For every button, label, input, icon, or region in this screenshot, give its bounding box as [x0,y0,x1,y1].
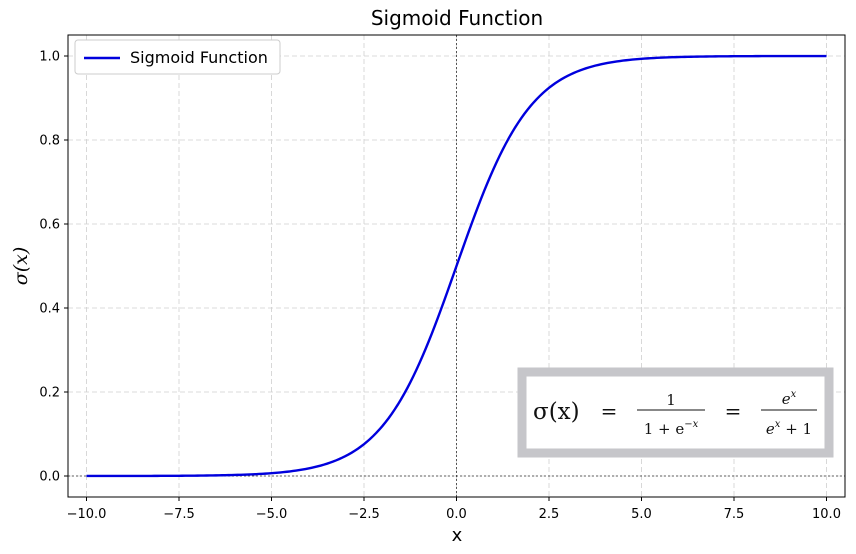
y-axis-label: σ(x) [10,247,32,286]
x-tick-label: 7.5 [724,507,745,522]
formula-frac1-den-main: 1 + e [644,420,685,438]
formula-equals-2: = [725,399,742,423]
y-tick-label: 0.6 [39,218,60,233]
formula-lhs: σ(x) [533,399,580,425]
formula-annotation: σ(x) = 1 1 + e−x = ex ex + 1 [517,367,834,458]
formula-frame [517,367,834,458]
formula-frac2-numerator: ex [782,389,797,408]
chart-title: Sigmoid Function [371,6,543,30]
y-tick-label: 1.0 [39,50,60,65]
sigmoid-line [86,54,827,478]
legend-label: Sigmoid Function [130,48,268,67]
x-axis-ticks: −10.0 −7.5 −5.0 −2.5 0.0 2.5 5.0 7.5 10.0 [67,497,841,522]
x-tick-label: 5.0 [631,507,652,522]
x-tick-label: −2.5 [348,507,380,522]
y-tick-label: 0.0 [39,470,60,485]
formula-frac2-den-sup: x [775,419,781,430]
x-tick-label: 2.5 [539,507,560,522]
formula-equals-1: = [601,399,618,423]
formula-frac1-den-sup: −x [684,419,698,430]
formula-frac2-denominator: ex + 1 [766,419,812,438]
formula-frac2-num-sup: x [791,389,797,400]
x-tick-label: 10.0 [812,507,841,522]
formula-frac2-num-main: e [782,390,791,408]
x-tick-label: −5.0 [256,507,288,522]
formula-frac1-numerator: 1 [666,391,676,409]
y-tick-label: 0.2 [39,386,60,401]
formula-frac2-den-tail: + 1 [780,420,812,438]
x-tick-label: −7.5 [163,507,195,522]
formula-frac1-denominator: 1 + e−x [644,419,699,438]
legend: Sigmoid Function [74,39,281,75]
y-tick-label: 0.4 [39,302,60,317]
x-tick-label: 0.0 [446,507,467,522]
legend-box [74,39,281,75]
x-tick-label: −10.0 [67,507,107,522]
y-axis-ticks: 0.0 0.2 0.4 0.6 0.8 1.0 [39,50,68,485]
x-axis-label: x [452,525,463,546]
formula-frac2-den-main: e [766,420,775,438]
y-tick-label: 0.8 [39,134,60,149]
